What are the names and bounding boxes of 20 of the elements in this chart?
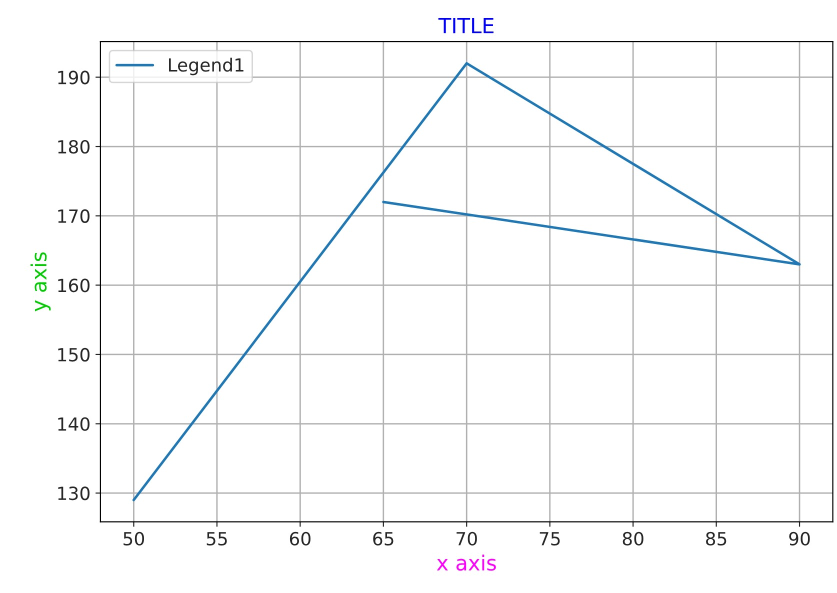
x-tick-label: 65 [373,532,394,546]
y-tick-label: 140 [58,417,90,431]
y-tick-label: 170 [58,209,90,223]
y-tick-label: 180 [58,140,90,154]
x-tick-label: 55 [206,532,227,546]
y-axis-title: y axis [30,252,51,312]
x-tick-label: 50 [124,532,144,546]
x-tick-label: 80 [622,532,644,546]
x-tick-label: 70 [456,532,477,546]
y-tick-label: 160 [58,278,90,292]
x-tick-label: 90 [789,532,810,546]
chart-title: TITLE [438,18,494,34]
legend-label: Legend1 [169,58,244,76]
y-tick-label: 190 [58,70,90,84]
x-tick-label: 85 [706,532,726,546]
y-tick-label: 150 [58,348,90,362]
x-tick-label: 75 [540,532,560,546]
x-tick-label: 60 [290,532,310,546]
y-tick-label: 130 [58,486,90,500]
x-axis-title: x axis [436,554,496,571]
